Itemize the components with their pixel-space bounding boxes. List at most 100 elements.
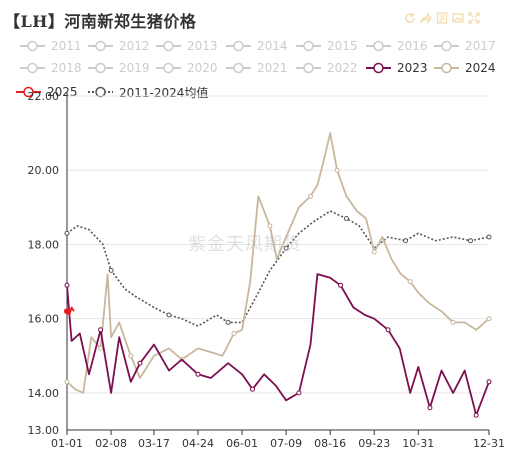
data-point xyxy=(98,345,104,351)
restore-icon[interactable] xyxy=(404,12,416,24)
legend-label: 2017 xyxy=(465,39,496,53)
share-icon[interactable] xyxy=(420,12,432,24)
legend-item-2020[interactable]: 2020 xyxy=(156,60,218,76)
data-point xyxy=(64,230,70,236)
data-point xyxy=(473,412,479,418)
y-tick-label: 22.00 xyxy=(28,90,60,103)
data-point xyxy=(128,353,134,359)
legend-label: 2023 xyxy=(397,61,428,75)
x-tick-label: 09-23 xyxy=(358,437,390,450)
legend-label: 2022 xyxy=(327,61,358,75)
data-point xyxy=(98,327,104,333)
legend-label: 2020 xyxy=(187,61,218,75)
legend-item-2012[interactable]: 2012 xyxy=(88,38,150,54)
legend-marker-icon xyxy=(156,62,181,74)
data-point xyxy=(64,379,70,385)
data-point xyxy=(403,238,408,244)
legend-item-2018[interactable]: 2018 xyxy=(20,60,82,76)
x-tick-label: 01-01 xyxy=(51,437,83,450)
x-tick-label: 03-17 xyxy=(138,437,170,450)
data-point xyxy=(407,279,413,285)
data-point xyxy=(427,405,433,411)
legend-marker-icon xyxy=(296,40,321,52)
series-line-2023 xyxy=(66,273,490,417)
data-point xyxy=(486,379,492,385)
legend-marker-icon xyxy=(88,40,113,52)
fullscreen-icon[interactable] xyxy=(468,12,480,24)
save-image-icon[interactable] xyxy=(452,12,464,24)
chart-toolbox xyxy=(404,12,480,26)
data-point xyxy=(137,360,143,366)
x-tick-label: 06-01 xyxy=(226,437,258,450)
data-point xyxy=(486,316,492,322)
data-point xyxy=(64,308,70,315)
data-point xyxy=(296,390,302,396)
series-line-2011-2024- xyxy=(66,210,490,327)
legend-marker-icon xyxy=(434,62,459,74)
x-tick-label: 12-31 xyxy=(473,437,505,450)
y-tick-label: 13.00 xyxy=(28,424,60,437)
legend-marker-icon xyxy=(296,62,321,74)
data-point xyxy=(450,319,456,325)
legend-label: 2021 xyxy=(257,61,288,75)
data-view-icon[interactable] xyxy=(436,12,448,24)
legend-label: 2013 xyxy=(187,39,218,53)
legend-marker-icon xyxy=(20,62,45,74)
chart-title: 【LH】河南新郑生猪价格 xyxy=(4,12,197,31)
data-point xyxy=(267,223,273,229)
legend-item-2011[interactable]: 2011 xyxy=(20,38,82,54)
legend-label: 2011 xyxy=(51,39,82,53)
legend-marker-icon xyxy=(366,62,391,74)
watermark-text: 紫金天风期货 xyxy=(188,234,302,255)
data-point xyxy=(486,234,492,240)
legend-label: 2015 xyxy=(327,39,358,53)
legend-item-2016[interactable]: 2016 xyxy=(366,38,428,54)
y-tick-label: 18.00 xyxy=(28,238,60,251)
legend-item-2024[interactable]: 2024 xyxy=(434,60,496,76)
legend-marker-icon xyxy=(226,40,251,52)
data-point xyxy=(468,238,473,244)
legend-item-2019[interactable]: 2019 xyxy=(88,60,150,76)
legend-marker-icon xyxy=(366,40,391,52)
legend-label: 2012 xyxy=(119,39,150,53)
legend-item-2021[interactable]: 2021 xyxy=(226,60,288,76)
legend-marker-icon xyxy=(156,40,181,52)
data-point xyxy=(308,193,313,199)
legend-item-2022[interactable]: 2022 xyxy=(296,60,358,76)
data-point xyxy=(334,167,340,173)
legend-item-2017[interactable]: 2017 xyxy=(434,38,496,54)
legend-marker-icon xyxy=(16,86,41,98)
x-tick-label: 04-24 xyxy=(182,437,214,450)
legend-item-2013[interactable]: 2013 xyxy=(156,38,218,54)
legend-marker-icon xyxy=(20,40,45,52)
legend-item-2015[interactable]: 2015 xyxy=(296,38,358,54)
data-point xyxy=(225,319,231,325)
legend-label: 2016 xyxy=(397,39,428,53)
data-point xyxy=(385,327,391,333)
y-tick-label: 14.00 xyxy=(28,387,60,400)
legend-marker-icon xyxy=(434,40,459,52)
data-point xyxy=(166,312,172,318)
legend-item-2023[interactable]: 2023 xyxy=(366,60,428,76)
x-tick-label: 10-31 xyxy=(402,437,434,450)
y-tick-label: 20.00 xyxy=(28,164,60,177)
x-tick-label: 02-08 xyxy=(95,437,127,450)
data-point xyxy=(231,331,237,336)
legend-marker-icon xyxy=(226,62,251,74)
legend-label: 2018 xyxy=(51,61,82,75)
data-point xyxy=(371,249,377,255)
legend-label: 2024 xyxy=(465,61,496,75)
data-point xyxy=(283,245,289,251)
data-point xyxy=(195,371,201,377)
legend-marker-icon xyxy=(88,62,113,74)
legend-item-2014[interactable]: 2014 xyxy=(226,38,288,54)
data-point xyxy=(338,282,344,288)
x-tick-label: 08-16 xyxy=(314,437,346,450)
y-tick-label: 16.00 xyxy=(28,313,60,326)
legend-label: 2019 xyxy=(119,61,150,75)
data-point xyxy=(108,267,114,273)
data-point xyxy=(250,386,255,392)
x-tick-label: 07-09 xyxy=(270,437,302,450)
data-point xyxy=(343,216,349,221)
